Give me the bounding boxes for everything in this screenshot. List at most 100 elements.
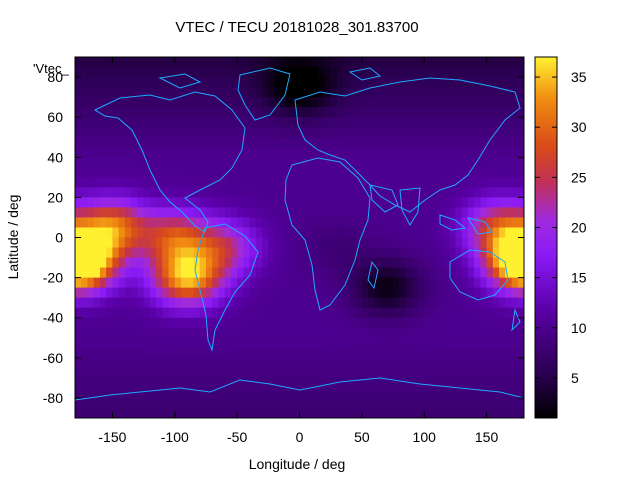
heatmap-cell (499, 357, 506, 369)
heatmap-cell (368, 97, 375, 108)
heatmap-cell (230, 167, 238, 178)
heatmap-cell (455, 77, 463, 88)
heatmap-cell (262, 367, 269, 379)
heatmap-cell (455, 147, 463, 158)
heatmap-cell (124, 267, 132, 279)
heatmap-cell (299, 247, 307, 259)
heatmap-cell (293, 237, 301, 249)
heatmap-cell (237, 367, 244, 379)
heatmap-cell (399, 267, 407, 279)
heatmap-cell (511, 227, 519, 239)
heatmap-cell (299, 97, 307, 108)
heatmap-cell (405, 77, 413, 88)
heatmap-cell (174, 97, 182, 108)
heatmap-cell (324, 327, 332, 339)
heatmap-cell (181, 87, 188, 98)
heatmap-cell (181, 297, 188, 309)
heatmap-cell (430, 177, 438, 188)
heatmap-cell (249, 187, 257, 198)
heatmap-cell (442, 347, 450, 359)
heatmap-cell (486, 327, 494, 339)
heatmap-cell (449, 147, 457, 158)
heatmap-cell (131, 257, 138, 269)
heatmap-cell (149, 157, 157, 168)
heatmap-cell (218, 307, 226, 319)
heatmap-cell (430, 187, 438, 198)
heatmap-cell (399, 147, 407, 158)
heatmap-cell (505, 317, 513, 329)
heatmap-cell (505, 367, 513, 379)
heatmap-cell (243, 407, 251, 418)
heatmap-cell (480, 347, 488, 359)
heatmap-cell (106, 177, 114, 188)
heatmap-cell (124, 177, 132, 188)
heatmap-cell (293, 207, 301, 219)
heatmap-cell (474, 77, 481, 88)
heatmap-cell (318, 267, 326, 279)
heatmap-cell (81, 367, 89, 379)
heatmap-cell (230, 397, 238, 409)
heatmap-cell (355, 207, 363, 219)
heatmap-cell (224, 117, 232, 128)
heatmap-cell (386, 347, 394, 359)
heatmap-cell (131, 297, 138, 309)
heatmap-cell (156, 407, 163, 418)
heatmap-cell (249, 117, 257, 128)
heatmap-cell (280, 227, 288, 239)
heatmap-cell (324, 277, 332, 289)
heatmap-cell (461, 347, 469, 359)
heatmap-cell (193, 137, 201, 148)
heatmap-cell (361, 317, 369, 329)
heatmap-cell (99, 237, 107, 249)
heatmap-cell (262, 57, 269, 68)
heatmap-cell (249, 337, 257, 349)
heatmap-cell (318, 357, 326, 369)
heatmap-cell (293, 407, 301, 418)
heatmap-cell (274, 317, 282, 329)
heatmap-cell (455, 367, 463, 379)
heatmap-cell (237, 297, 244, 309)
heatmap-cell (330, 67, 338, 78)
heatmap-cell (156, 117, 163, 128)
heatmap-cell (424, 127, 432, 138)
heatmap-cell (355, 127, 363, 138)
heatmap-cell (405, 347, 413, 359)
heatmap-cell (75, 67, 82, 78)
heatmap-cell (305, 147, 313, 158)
heatmap-cell (280, 327, 288, 339)
heatmap-cell (511, 207, 519, 219)
heatmap-cell (318, 327, 326, 339)
heatmap-cell (237, 337, 244, 349)
heatmap-cell (499, 67, 506, 78)
heatmap-cell (461, 227, 469, 239)
heatmap-cell (424, 357, 432, 369)
heatmap-cell (187, 407, 195, 418)
heatmap-cell (274, 227, 282, 239)
heatmap-cell (237, 167, 244, 178)
y-tick-label: -60 (43, 350, 63, 366)
heatmap-cell (168, 67, 176, 78)
heatmap-cell (336, 97, 344, 108)
heatmap-cell (492, 167, 500, 178)
heatmap-cell (75, 197, 82, 209)
heatmap-cell (336, 247, 344, 259)
heatmap-cell (149, 317, 157, 329)
heatmap-cell (274, 147, 282, 158)
heatmap-cell (199, 347, 207, 359)
heatmap-cell (143, 277, 151, 289)
heatmap-cell (187, 117, 195, 128)
heatmap-cell (262, 277, 269, 289)
heatmap-cell (112, 287, 120, 299)
heatmap-cell (330, 307, 338, 319)
heatmap-cell (305, 127, 313, 138)
heatmap-cell (218, 57, 226, 68)
heatmap-cell (287, 357, 294, 369)
heatmap-cell (361, 157, 369, 168)
heatmap-cell (99, 57, 107, 68)
heatmap-cell (505, 207, 513, 219)
heatmap-cell (212, 257, 220, 269)
heatmap-cell (299, 407, 307, 418)
heatmap-cell (199, 187, 207, 198)
heatmap-cell (405, 387, 413, 399)
